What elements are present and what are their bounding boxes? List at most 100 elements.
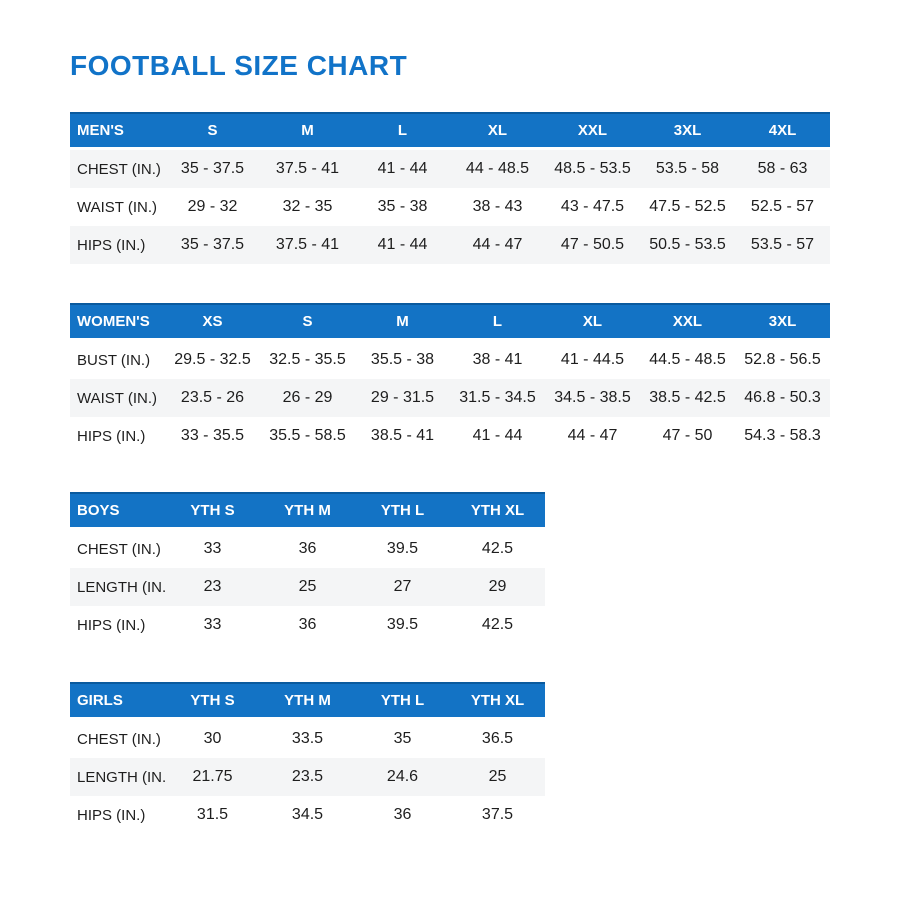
size-value-cell: 48.5 - 53.5 (554, 160, 631, 177)
column-header: M (301, 122, 314, 139)
size-value-cell: 39.5 (386, 540, 419, 557)
column-header: YTH M (284, 692, 331, 709)
table-row: CHEST (IN.) 30 33.5 35 36.5 (70, 720, 545, 758)
size-value-cell: 35 - 37.5 (180, 160, 245, 177)
column-header: XS (202, 313, 223, 330)
size-value-cell: 44 - 47 (472, 236, 523, 253)
size-value-cell: 41 - 44 (377, 236, 428, 253)
size-value-cell: 38.5 - 41 (370, 427, 435, 444)
row-label: WAIST (IN.) (77, 389, 157, 407)
size-value-cell: 35 - 37.5 (180, 236, 245, 253)
size-value-cell: 25 (298, 578, 317, 595)
size-value-cell: 39.5 (386, 616, 419, 633)
size-value-cell: 36 (393, 806, 412, 823)
row-label: HIPS (IN.) (77, 236, 146, 254)
size-value-cell: 29 (488, 578, 507, 595)
size-value-cell: 53.5 - 57 (750, 236, 815, 253)
table-row: WAIST (IN.) 23.5 - 26 26 - 29 29 - 31.5 31.5… (70, 379, 830, 417)
table-group-label: WOMEN'S (77, 313, 150, 330)
size-value-cell: 35 - 38 (377, 198, 428, 215)
size-value-cell: 37.5 - 41 (275, 236, 340, 253)
size-value-cell: 52.5 - 57 (750, 198, 815, 215)
size-value-cell: 23 (203, 578, 222, 595)
row-label: CHEST (IN.) (77, 730, 161, 748)
size-value-cell: 32 - 35 (282, 198, 333, 215)
size-value-cell: 44.5 - 48.5 (649, 351, 726, 368)
size-value-cell: 33 (203, 616, 222, 633)
table-header-row: WOMEN'S XS S M L XL XXL 3XL (70, 303, 830, 338)
table-row: HIPS (IN.) 35 - 37.5 37.5 - 41 41 - 44 44 - … (70, 226, 830, 264)
table-row: LENGTH (IN.) 21.75 23.5 24.6 25 (70, 758, 545, 796)
size-value-cell: 47 - 50 (662, 427, 713, 444)
size-value-cell: 25 (488, 768, 507, 785)
column-header: S (207, 122, 218, 139)
table-row: CHEST (IN.) 33 36 39.5 42.5 (70, 530, 545, 568)
size-value-cell: 52.8 - 56.5 (744, 351, 821, 368)
size-value-cell: 58 - 63 (757, 160, 808, 177)
size-table-boys: BOYS YTH S YTH M YTH L YTH XL CHEST (IN.) 33 36… (70, 492, 545, 644)
size-value-cell: 21.75 (192, 768, 233, 785)
table-group-label: GIRLS (77, 692, 123, 709)
column-header: YTH S (190, 692, 235, 709)
table-group-label: BOYS (77, 502, 120, 519)
column-header: XXL (577, 122, 608, 139)
column-header: YTH M (284, 502, 331, 519)
size-table-womens: WOMEN'S XS S M L XL XXL 3XL BUST (IN.) 29.5 - 32.… (70, 303, 830, 455)
row-label: CHEST (IN.) (77, 540, 161, 558)
size-value-cell: 23.5 (291, 768, 324, 785)
size-value-cell: 36.5 (481, 730, 514, 747)
row-label: HIPS (IN.) (77, 427, 146, 445)
table-row: HIPS (IN.) 31.5 34.5 36 37.5 (70, 796, 545, 834)
table-row: HIPS (IN.) 33 36 39.5 42.5 (70, 606, 545, 644)
size-value-cell: 50.5 - 53.5 (649, 236, 726, 253)
size-value-cell: 29 - 32 (187, 198, 238, 215)
size-value-cell: 46.8 - 50.3 (744, 389, 821, 406)
size-value-cell: 34.5 - 38.5 (554, 389, 631, 406)
column-header: M (396, 313, 409, 330)
row-label: LENGTH (IN.) (77, 578, 165, 596)
row-label: LENGTH (IN.) (77, 768, 165, 786)
size-value-cell: 36 (298, 616, 317, 633)
size-value-cell: 23.5 - 26 (180, 389, 245, 406)
size-value-cell: 27 (393, 578, 412, 595)
table-header-row: GIRLS YTH S YTH M YTH L YTH XL (70, 682, 545, 717)
column-header: XL (487, 122, 508, 139)
column-header: YTH S (190, 502, 235, 519)
size-value-cell: 42.5 (481, 616, 514, 633)
size-table-girls: GIRLS YTH S YTH M YTH L YTH XL CHEST (IN.) 30 3… (70, 682, 545, 834)
size-value-cell: 29 - 31.5 (370, 389, 435, 406)
size-value-cell: 54.3 - 58.3 (744, 427, 821, 444)
size-value-cell: 47 - 50.5 (560, 236, 625, 253)
size-value-cell: 37.5 (481, 806, 514, 823)
column-header: S (302, 313, 313, 330)
column-header: 4XL (768, 122, 797, 139)
table-row: LENGTH (IN.) 23 25 27 29 (70, 568, 545, 606)
size-value-cell: 38 - 43 (472, 198, 523, 215)
column-header: L (397, 122, 408, 139)
size-value-cell: 35.5 - 38 (370, 351, 435, 368)
column-header: L (492, 313, 503, 330)
row-label: HIPS (IN.) (77, 616, 146, 634)
row-label: WAIST (IN.) (77, 198, 157, 216)
table-row: BUST (IN.) 29.5 - 32.5 32.5 - 35.5 35.5 - 3… (70, 341, 830, 379)
page-title: FOOTBALL SIZE CHART (70, 50, 408, 81)
table-group-label: MEN'S (77, 122, 124, 139)
size-value-cell: 42.5 (481, 540, 514, 557)
size-value-cell: 30 (203, 730, 222, 747)
table-header-row: BOYS YTH S YTH M YTH L YTH XL (70, 492, 545, 527)
size-value-cell: 47.5 - 52.5 (649, 198, 726, 215)
size-value-cell: 33 (203, 540, 222, 557)
table-header-row: MEN'S S M L XL XXL 3XL 4XL (70, 112, 830, 147)
column-header: 3XL (673, 122, 702, 139)
size-value-cell: 33.5 (291, 730, 324, 747)
size-value-cell: 38 - 41 (472, 351, 523, 368)
size-value-cell: 24.6 (386, 768, 419, 785)
size-value-cell: 38.5 - 42.5 (649, 389, 726, 406)
size-value-cell: 41 - 44 (377, 160, 428, 177)
size-value-cell: 35 (393, 730, 412, 747)
size-value-cell: 53.5 - 58 (655, 160, 720, 177)
size-table-mens: MEN'S S M L XL XXL 3XL 4XL CHEST (IN.) 35 - 37.5 3… (70, 112, 830, 264)
column-header: XL (582, 313, 603, 330)
row-label: CHEST (IN.) (77, 160, 161, 178)
